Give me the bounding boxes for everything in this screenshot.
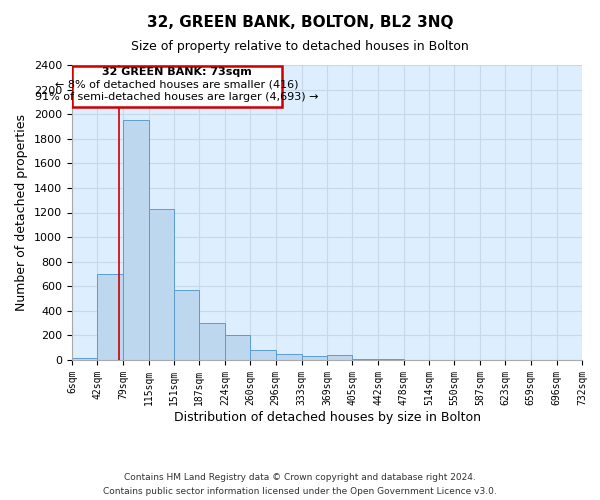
Text: Contains HM Land Registry data © Crown copyright and database right 2024.: Contains HM Land Registry data © Crown c… <box>124 473 476 482</box>
Bar <box>225 336 250 360</box>
Text: Size of property relative to detached houses in Bolton: Size of property relative to detached ho… <box>131 40 469 53</box>
Bar <box>174 290 199 360</box>
Text: ← 8% of detached houses are smaller (416): ← 8% of detached houses are smaller (416… <box>55 80 299 90</box>
Bar <box>149 209 174 360</box>
Bar <box>327 355 352 360</box>
Text: 32, GREEN BANK, BOLTON, BL2 3NQ: 32, GREEN BANK, BOLTON, BL2 3NQ <box>147 15 453 30</box>
Bar <box>250 350 276 360</box>
X-axis label: Distribution of detached houses by size in Bolton: Distribution of detached houses by size … <box>173 410 481 424</box>
Y-axis label: Number of detached properties: Number of detached properties <box>16 114 28 311</box>
Text: 32 GREEN BANK: 73sqm: 32 GREEN BANK: 73sqm <box>102 67 252 77</box>
Bar <box>378 359 404 360</box>
Bar <box>97 274 123 360</box>
Text: 91% of semi-detached houses are larger (4,693) →: 91% of semi-detached houses are larger (… <box>35 92 319 102</box>
Bar <box>302 356 327 360</box>
Bar <box>72 358 97 360</box>
Bar <box>276 354 302 360</box>
Bar <box>199 323 225 360</box>
FancyBboxPatch shape <box>72 66 282 108</box>
Bar <box>123 120 149 360</box>
Text: Contains public sector information licensed under the Open Government Licence v3: Contains public sector information licen… <box>103 486 497 496</box>
